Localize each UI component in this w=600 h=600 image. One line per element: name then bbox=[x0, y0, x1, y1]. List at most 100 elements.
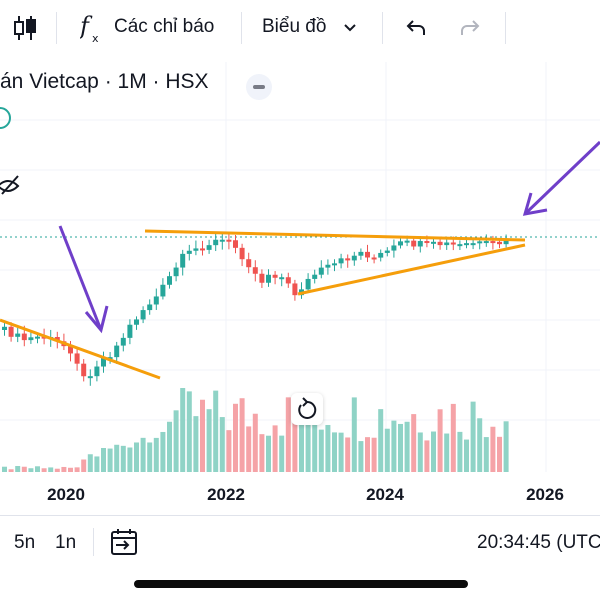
eye-off-icon[interactable] bbox=[0, 175, 20, 195]
candles-icon[interactable] bbox=[12, 14, 38, 47]
volume-bar bbox=[259, 434, 265, 472]
candle-body bbox=[219, 239, 225, 242]
chart-type-button[interactable]: Biểu đồ bbox=[262, 16, 327, 37]
candle-body bbox=[464, 243, 469, 246]
candle-body bbox=[378, 252, 384, 258]
volume-bar bbox=[457, 431, 463, 472]
candle-body bbox=[28, 337, 34, 341]
candle-body bbox=[81, 363, 87, 377]
volume-bar bbox=[252, 413, 258, 472]
candle-body bbox=[153, 296, 159, 305]
formula-icon[interactable]: f x bbox=[78, 12, 104, 49]
candle-body bbox=[206, 245, 212, 250]
volume-bar bbox=[101, 448, 106, 472]
volume-bar bbox=[411, 414, 417, 472]
candle-body bbox=[15, 333, 21, 337]
indicators-button[interactable]: Các chỉ báo bbox=[114, 16, 215, 37]
undo-icon[interactable] bbox=[404, 16, 428, 45]
volume-bar bbox=[226, 430, 232, 472]
candlestick-series bbox=[2, 232, 509, 386]
candle-body bbox=[398, 241, 403, 246]
candle-body bbox=[305, 278, 311, 290]
candle-body bbox=[325, 264, 331, 268]
candle-body bbox=[226, 239, 232, 242]
status-indicator-icon bbox=[0, 107, 11, 129]
range-1y-button[interactable]: 1n bbox=[55, 532, 77, 553]
time-axis-tick: 2022 bbox=[207, 485, 245, 504]
candle-body bbox=[167, 276, 172, 285]
volume-bar bbox=[153, 437, 159, 472]
volume-bar bbox=[285, 397, 291, 472]
candle-body bbox=[318, 267, 324, 275]
candle-body bbox=[114, 345, 120, 358]
toolbar-separator bbox=[505, 12, 506, 44]
candle-body bbox=[107, 357, 113, 360]
candle-body bbox=[35, 336, 40, 339]
candle-body bbox=[54, 337, 60, 342]
candle-body bbox=[140, 310, 146, 320]
volume-bar bbox=[74, 467, 80, 472]
date-range-icon[interactable] bbox=[110, 528, 140, 561]
volume-bar bbox=[134, 442, 139, 472]
trendline-top-resistance[interactable] bbox=[144, 229, 526, 242]
candle-body bbox=[470, 243, 476, 246]
candle-body bbox=[338, 258, 344, 264]
candle-body bbox=[147, 304, 153, 311]
volume-bar bbox=[417, 432, 423, 472]
volume-bar bbox=[431, 431, 436, 472]
volume-bar bbox=[94, 456, 100, 472]
trendline-left-descending[interactable] bbox=[0, 318, 161, 380]
candle-body bbox=[180, 253, 186, 268]
volume-bar bbox=[497, 436, 502, 472]
time-axis: 2020 2022 2024 2026 bbox=[47, 485, 564, 504]
volume-bar bbox=[351, 397, 357, 472]
candle-body bbox=[285, 277, 291, 284]
volume-bar bbox=[450, 403, 456, 472]
volume-bar bbox=[186, 391, 192, 472]
candle-body bbox=[101, 357, 106, 367]
candle-body bbox=[490, 241, 496, 244]
volume-bar bbox=[213, 390, 219, 472]
candle-body bbox=[279, 277, 285, 280]
volume-bar bbox=[358, 441, 364, 472]
volume-bar bbox=[391, 420, 397, 472]
volume-bar bbox=[107, 448, 113, 472]
arrow-annotation-left[interactable] bbox=[58, 225, 109, 334]
reset-chart-button[interactable] bbox=[291, 393, 323, 425]
candle-body bbox=[477, 241, 483, 244]
volume-bar bbox=[206, 409, 212, 472]
volume-bar bbox=[503, 421, 509, 472]
volume-bar bbox=[338, 432, 344, 472]
time-axis-tick: 2026 bbox=[526, 485, 564, 504]
volume-bar bbox=[470, 401, 476, 472]
drawings[interactable] bbox=[0, 140, 600, 380]
toolbar-separator bbox=[56, 12, 57, 44]
collapse-legend-button[interactable] bbox=[246, 74, 272, 100]
volume-bar bbox=[404, 421, 410, 472]
trendline-rising-support[interactable] bbox=[297, 243, 526, 296]
candle-body bbox=[365, 251, 370, 258]
toolbar-separator bbox=[241, 12, 242, 44]
volume-bar bbox=[477, 418, 483, 472]
range-5y-button[interactable]: 5n bbox=[14, 532, 36, 553]
volume-bar bbox=[332, 432, 337, 472]
arrow-annotation-right[interactable] bbox=[522, 140, 600, 216]
price-chart[interactable]: 2020 2022 2024 2026 bbox=[0, 0, 600, 515]
toolbar-separator bbox=[382, 12, 383, 44]
redo-icon[interactable] bbox=[458, 16, 482, 45]
candle-body bbox=[74, 353, 80, 364]
volume-bar bbox=[2, 466, 7, 472]
volume-bar bbox=[114, 444, 120, 472]
volume-bar bbox=[167, 421, 172, 472]
volume-bar bbox=[48, 467, 54, 472]
volume-bar bbox=[233, 403, 238, 472]
candle-body bbox=[173, 267, 179, 277]
volume-bar bbox=[318, 429, 324, 472]
volume-bar bbox=[140, 437, 146, 472]
candle-body bbox=[371, 257, 377, 260]
symbol-title[interactable]: án Vietcap · 1M · HSX bbox=[0, 70, 209, 93]
candle-body bbox=[134, 319, 139, 325]
chevron-down-icon[interactable] bbox=[342, 20, 358, 41]
footer-separator bbox=[93, 528, 94, 556]
volume-bar bbox=[160, 431, 166, 472]
